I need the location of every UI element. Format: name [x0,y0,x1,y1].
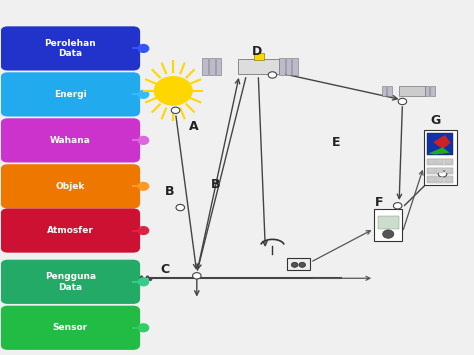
Polygon shape [428,147,450,154]
Text: G: G [430,114,441,127]
Bar [387,86,392,96]
Circle shape [292,262,298,267]
Bar [427,168,454,174]
Bar [424,130,457,185]
Text: Perolehan
Data: Perolehan Data [45,39,96,58]
Bar [287,258,310,271]
Text: D: D [252,45,263,59]
Bar [437,159,443,164]
Bar [254,53,264,60]
Text: B: B [211,178,220,191]
Circle shape [299,262,306,267]
Circle shape [138,278,149,286]
Bar [428,159,435,164]
Text: Objek: Objek [56,182,85,191]
Text: A: A [189,120,198,133]
Bar [445,177,452,182]
Circle shape [138,136,149,144]
Bar [425,86,429,96]
Text: C: C [161,263,170,276]
Bar [430,86,435,96]
Bar [209,58,215,75]
FancyBboxPatch shape [0,72,140,116]
Circle shape [438,171,447,177]
Bar [202,58,208,75]
Bar [382,86,386,96]
Text: B: B [165,185,174,198]
Bar [437,168,443,173]
FancyBboxPatch shape [0,26,140,71]
FancyBboxPatch shape [0,118,140,163]
Circle shape [138,182,149,190]
FancyBboxPatch shape [238,59,279,73]
Bar [428,177,435,182]
Bar [437,177,443,182]
Circle shape [398,98,407,105]
Circle shape [138,44,149,52]
Bar [292,58,298,75]
Bar [427,159,454,165]
Circle shape [138,91,149,98]
Circle shape [155,77,192,105]
FancyBboxPatch shape [399,86,425,96]
Bar [428,168,435,173]
Bar [279,58,285,75]
Text: F: F [374,196,383,209]
Bar [286,58,292,75]
FancyBboxPatch shape [0,164,140,208]
Polygon shape [433,135,451,149]
FancyBboxPatch shape [0,306,140,350]
Text: E: E [332,136,340,149]
Text: Energi: Energi [54,90,87,99]
Circle shape [393,203,402,209]
Circle shape [383,230,394,238]
Text: Sensor: Sensor [53,323,88,332]
Bar [374,209,402,241]
Circle shape [268,72,277,78]
Text: Pengguna
Data: Pengguna Data [45,272,96,291]
Circle shape [138,226,149,234]
Circle shape [138,324,149,332]
Bar [445,168,452,173]
Bar [216,58,221,75]
Bar [445,159,452,164]
FancyBboxPatch shape [0,260,140,304]
Bar [378,217,399,229]
Circle shape [192,273,201,279]
Circle shape [171,107,180,114]
Bar [427,133,454,154]
Text: Wahana: Wahana [50,136,91,145]
FancyBboxPatch shape [0,208,140,253]
Bar [427,176,454,183]
Text: Atmosfer: Atmosfer [47,226,94,235]
Circle shape [176,204,184,211]
